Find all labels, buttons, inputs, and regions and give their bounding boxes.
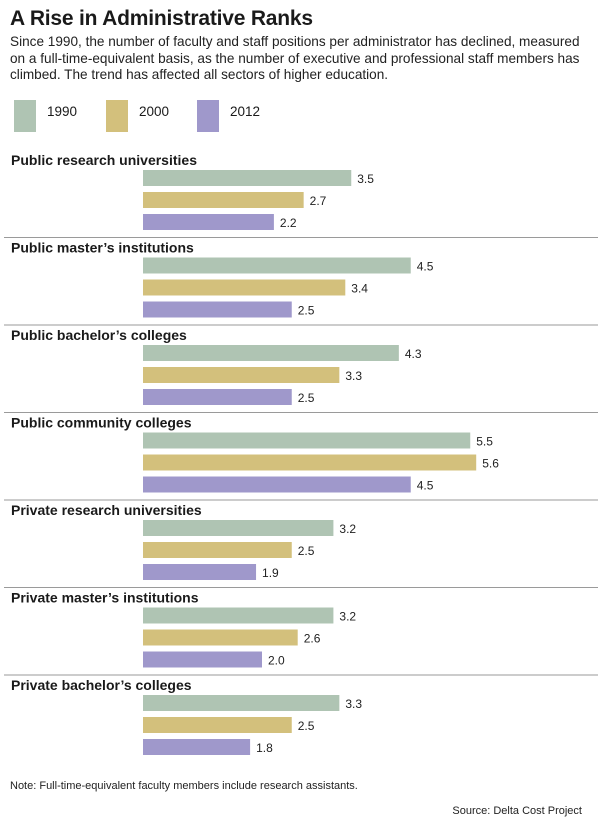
bar-value-label: 2.0 bbox=[268, 654, 285, 668]
bar-1990 bbox=[143, 695, 340, 711]
bar-2012 bbox=[143, 564, 257, 580]
bar-1990 bbox=[143, 345, 399, 361]
bar-value-label: 3.3 bbox=[345, 369, 362, 383]
group-label: Public research universities bbox=[11, 152, 197, 168]
bar-1990 bbox=[143, 170, 352, 186]
bar-chart: Public research universities 3.5 2.7 2.2 Pub… bbox=[4, 152, 598, 755]
group-label: Public master’s institutions bbox=[11, 240, 194, 256]
group-label: Private bachelor’s colleges bbox=[11, 677, 192, 693]
bar-1990 bbox=[143, 607, 334, 624]
bar-value-label: 3.5 bbox=[357, 172, 374, 186]
bar-value-label: 2.7 bbox=[310, 194, 327, 208]
bar-2000 bbox=[143, 279, 346, 296]
bar-value-label: 1.9 bbox=[262, 566, 279, 580]
chart-note: Note: Full-time-equivalent faculty membe… bbox=[10, 780, 358, 792]
bar-value-label: 1.8 bbox=[256, 741, 273, 755]
chart-source: Source: Delta Cost Project bbox=[452, 805, 582, 817]
bar-2000 bbox=[143, 367, 340, 383]
bar-value-label: 3.4 bbox=[351, 282, 368, 296]
bar-2012 bbox=[143, 476, 411, 493]
bar-value-label: 2.6 bbox=[304, 632, 321, 646]
chart-subtitle: Since 1990, the number of faculty and st… bbox=[10, 34, 580, 82]
legend-label-1990: 1990 bbox=[47, 104, 78, 119]
bar-value-label: 2.2 bbox=[280, 216, 297, 230]
bar-1990 bbox=[143, 432, 471, 449]
bar-value-label: 2.5 bbox=[298, 304, 315, 318]
bar-2000 bbox=[143, 717, 292, 733]
bar-2012 bbox=[143, 389, 292, 405]
legend-swatch-1990 bbox=[14, 100, 36, 132]
bar-1990 bbox=[143, 520, 334, 536]
bar-value-label: 5.5 bbox=[476, 435, 493, 449]
bar-2000 bbox=[143, 542, 292, 558]
bar-1990 bbox=[143, 257, 411, 274]
bar-2012 bbox=[143, 301, 292, 318]
bar-2012 bbox=[143, 651, 262, 668]
chart-title: A Rise in Administrative Ranks bbox=[10, 7, 313, 30]
bar-value-label: 4.5 bbox=[417, 479, 434, 493]
group-label: Private research universities bbox=[11, 502, 202, 518]
bar-value-label: 3.2 bbox=[339, 522, 356, 536]
legend-label-2000: 2000 bbox=[139, 104, 170, 119]
bar-2000 bbox=[143, 192, 304, 208]
bar-value-label: 4.3 bbox=[405, 347, 422, 361]
bar-value-label: 2.5 bbox=[298, 544, 315, 558]
legend-label-2012: 2012 bbox=[230, 104, 261, 119]
group-label: Public bachelor’s colleges bbox=[11, 327, 187, 343]
bar-value-label: 4.5 bbox=[417, 260, 434, 274]
bar-value-label: 3.3 bbox=[345, 697, 362, 711]
bar-2000 bbox=[143, 629, 298, 646]
bar-2000 bbox=[143, 454, 477, 471]
bar-value-label: 5.6 bbox=[482, 457, 499, 471]
bar-value-label: 2.5 bbox=[298, 719, 315, 733]
group-label: Private master’s institutions bbox=[11, 590, 199, 606]
group-label: Public community colleges bbox=[11, 415, 192, 431]
legend-swatch-2000 bbox=[106, 100, 128, 132]
legend-swatch-2012 bbox=[197, 100, 219, 132]
bar-value-label: 2.5 bbox=[298, 391, 315, 405]
bar-2012 bbox=[143, 214, 274, 230]
bar-2012 bbox=[143, 739, 251, 755]
bar-value-label: 3.2 bbox=[339, 610, 356, 624]
